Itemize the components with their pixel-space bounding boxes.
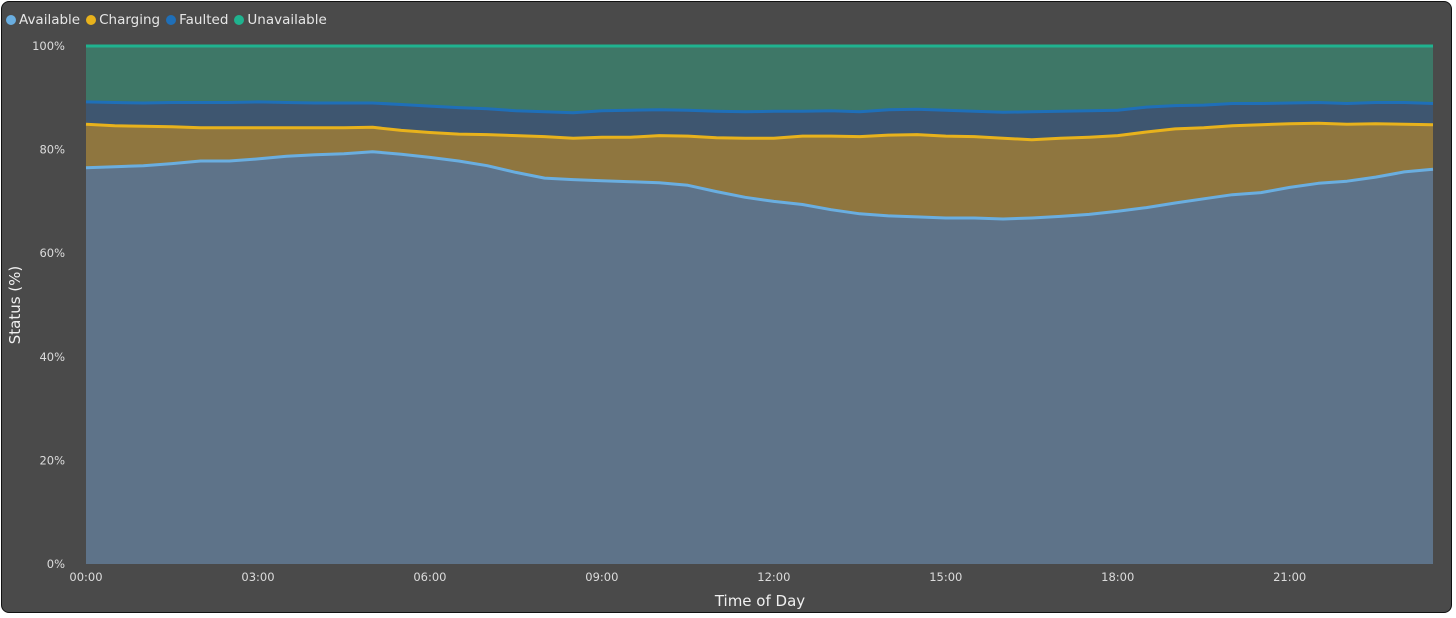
- legend-item-faulted[interactable]: Faulted: [166, 12, 228, 28]
- line-faulted[interactable]: [85, 100, 1434, 115]
- area-available[interactable]: [86, 151, 1433, 564]
- y-tick-label: 100%: [32, 39, 65, 53]
- x-tick-label: 15:00: [929, 570, 962, 584]
- chart-legend: Available Charging Faulted Unavailable: [6, 12, 327, 28]
- line-charging[interactable]: [85, 121, 1434, 142]
- legend-item-charging[interactable]: Charging: [86, 12, 160, 28]
- legend-item-unavailable[interactable]: Unavailable: [234, 12, 327, 28]
- legend-dot-faulted: [166, 15, 177, 25]
- y-tick-label: 60%: [39, 246, 65, 260]
- legend-label-available: Available: [19, 12, 81, 28]
- x-axis-ticks: 00:00 03:00 06:00 09:00 12:00 15:00 18:00 21:00: [69, 570, 1306, 584]
- line-available[interactable]: [85, 150, 1434, 221]
- x-axis-title: Time of Day: [714, 592, 805, 610]
- x-tick-label: 18:00: [1101, 570, 1134, 584]
- legend-label-faulted: Faulted: [179, 12, 229, 28]
- area-unavailable[interactable]: [86, 46, 1433, 113]
- area-layers: [86, 46, 1433, 564]
- y-tick-label: 0%: [47, 557, 65, 571]
- x-tick-label: 21:00: [1273, 570, 1306, 584]
- y-axis-ticks: 0% 20% 40% 60% 80% 100%: [32, 39, 65, 571]
- y-tick-label: 20%: [39, 453, 65, 467]
- x-tick-label: 12:00: [757, 570, 790, 584]
- x-tick-label: 09:00: [585, 570, 618, 584]
- y-axis-title: Status (%): [6, 266, 24, 345]
- legend-dot-available: [6, 15, 16, 25]
- y-tick-label: 40%: [39, 350, 65, 364]
- legend-dot-charging: [86, 15, 97, 25]
- legend-item-available[interactable]: Available: [6, 12, 80, 28]
- x-tick-label: 06:00: [413, 570, 446, 584]
- area-charging[interactable]: [86, 123, 1433, 219]
- legend-dot-unavailable: [234, 15, 245, 25]
- x-tick-label: 03:00: [241, 570, 274, 584]
- y-tick-label: 80%: [39, 143, 65, 157]
- legend-label-unavailable: Unavailable: [247, 12, 327, 28]
- legend-label-charging: Charging: [99, 12, 161, 28]
- series-lines: [85, 44, 1434, 221]
- x-tick-label: 00:00: [69, 570, 102, 584]
